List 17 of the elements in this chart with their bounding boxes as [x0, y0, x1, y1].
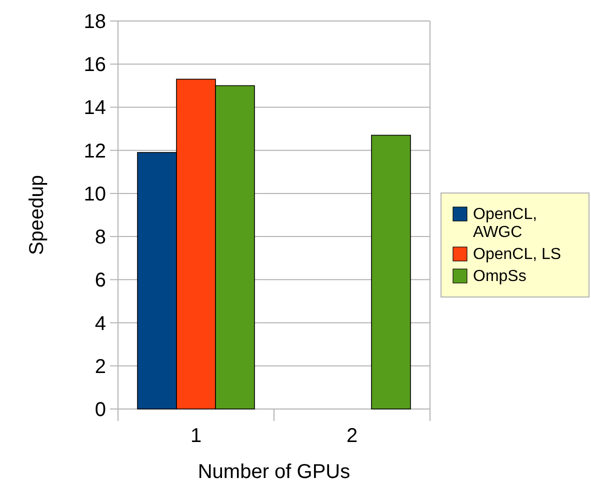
y-tick-label: 18: [84, 11, 106, 33]
y-tick-label: 14: [84, 97, 106, 120]
bar: [371, 134, 411, 410]
y-tick-label: 2: [94, 356, 106, 378]
y-tick-label: 10: [84, 183, 106, 206]
legend-label: OpenCL, LS: [473, 246, 562, 263]
legend-label: OpenCL, AWGC: [473, 206, 538, 241]
y-tick-label: 4: [94, 312, 106, 335]
y-tick-label: 0: [94, 399, 106, 421]
y-tick-label: 8: [94, 226, 106, 249]
x-axis-title: Number of GPUs: [198, 461, 350, 483]
legend-label: OmpSs: [473, 268, 526, 285]
y-tick-label: 16: [84, 54, 106, 76]
y-tick-label: 12: [84, 140, 106, 162]
y-tick-label: 6: [94, 270, 106, 292]
x-tick-label: 1: [190, 425, 202, 447]
y-axis-title: Speedup: [26, 174, 48, 256]
